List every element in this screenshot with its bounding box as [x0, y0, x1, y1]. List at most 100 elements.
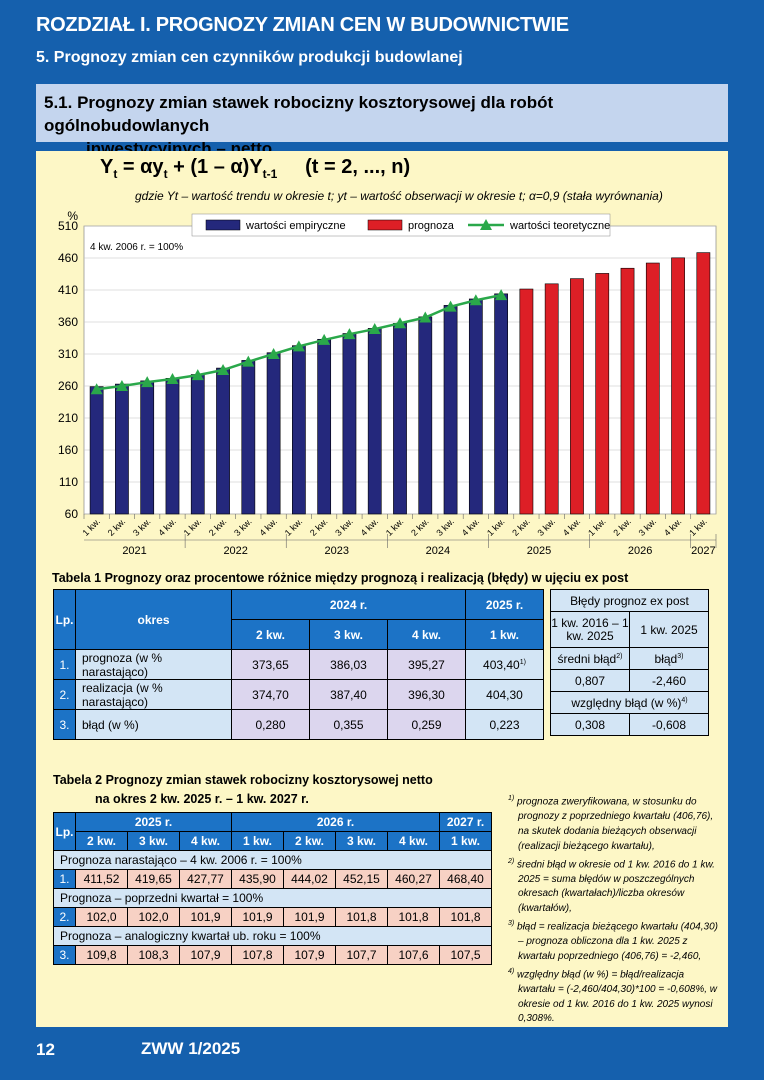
t2-cell: 101,9 — [283, 907, 336, 927]
forecast-bar — [696, 252, 711, 515]
x-tick-label: 3 kw. — [536, 516, 558, 538]
x-tick-label: 3 kw. — [434, 516, 456, 538]
page-number: 12 — [36, 1040, 55, 1059]
year-label: 2023 — [325, 545, 349, 557]
theoretical-point — [166, 372, 179, 384]
legend-marker-theoretical — [480, 219, 492, 230]
t2-cell: 468,40 — [439, 869, 492, 889]
t2-cell: 107,8 — [231, 945, 284, 965]
x-tick-label: 3 kw. — [131, 516, 153, 538]
empirical-bar — [241, 360, 256, 515]
t1-cell: 387,40 — [309, 679, 388, 710]
t2-lp: 3. — [53, 945, 76, 965]
errors-rel-label: względny błąd (w %)4) — [550, 691, 709, 714]
t2-cell: 444,02 — [283, 869, 336, 889]
t1-q: 3 kw. — [309, 619, 388, 650]
forecast-bar — [671, 257, 685, 515]
year-label: 2025 — [527, 545, 551, 557]
y-tick-label: 260 — [58, 379, 78, 393]
theoretical-point — [368, 323, 381, 335]
x-tick-label: 4 kw. — [257, 516, 279, 538]
t2-section-title: Prognoza – analogiczny kwartał ub. roku … — [53, 926, 492, 946]
errors-cell: -2,460 — [629, 669, 709, 692]
table2-title-line2: na okres 2 kw. 2025 r. – 1 kw. 2027 r. — [95, 792, 309, 806]
year-label: 2021 — [122, 545, 146, 557]
empirical-bar — [190, 374, 205, 515]
t2-q: 1 kw. — [439, 831, 492, 851]
table-row: Prognoza narastająco – 4 kw. 2006 r. = 1… — [53, 850, 492, 870]
chapter-title: ROZDZIAŁ I. PROGNOZY ZMIAN CEN W BUDOWNI… — [36, 14, 569, 36]
empirical-bar — [342, 333, 357, 515]
t2-cell: 108,3 — [127, 945, 180, 965]
t1-label: realizacja (w % narastająco) — [75, 679, 232, 710]
theoretical-point — [318, 333, 331, 345]
y-tick-label: 360 — [58, 315, 78, 329]
publication-label: ZWW 1/2025 — [141, 1039, 241, 1058]
x-tick-label: 4 kw. — [156, 516, 178, 538]
t2-year-2025: 2025 r. — [75, 812, 232, 832]
theoretical-point — [242, 355, 255, 367]
x-tick-label: 3 kw. — [333, 516, 355, 538]
forecast-bar — [645, 262, 660, 515]
x-tick-label: 2 kw. — [611, 516, 633, 538]
t2-cell: 101,9 — [179, 907, 232, 927]
t1-lp: 2. — [53, 679, 76, 710]
t2-cell: 107,6 — [387, 945, 440, 965]
t2-lp: 1. — [53, 869, 76, 889]
year-label: 2027 — [691, 545, 715, 557]
x-tick-label: 2 kw. — [409, 516, 431, 538]
footnote: 1) prognoza zweryfikowana, w stosunku do… — [508, 795, 714, 852]
t1-cell: 404,30 — [465, 679, 544, 710]
t2-cell: 107,9 — [179, 945, 232, 965]
t1-cell: 403,401) — [465, 649, 544, 680]
year-label: 2026 — [628, 545, 652, 557]
empirical-bar — [393, 322, 407, 515]
t1-lp-header: Lp. — [53, 589, 76, 650]
t2-cell: 101,8 — [335, 907, 388, 927]
footnote: 2) średni błąd w okresie od 1 kw. 2016 d… — [508, 857, 715, 915]
table2-title: Tabela 2 Prognozy zmian stawek robocizny… — [53, 771, 433, 809]
t2-cell: 102,0 — [75, 907, 128, 927]
t2-q: 2 kw. — [75, 831, 128, 851]
errors-mean-label: średni błąd2) — [550, 647, 630, 670]
t1-cell: 0,259 — [387, 709, 466, 740]
x-tick-label: 4 kw. — [460, 516, 482, 538]
footnote: 4) względny błąd (w %) = błąd/realizacja… — [508, 967, 718, 1025]
t1-cell: 395,27 — [387, 649, 466, 680]
y-axis-label: % — [67, 209, 78, 223]
t1-q: 2 kw. — [231, 619, 310, 650]
section-title: 5. Prognozy zmian cen czynników produkcj… — [36, 49, 463, 66]
legend-label-forecast: prognoza — [408, 220, 455, 232]
x-tick-label: 3 kw. — [637, 516, 659, 538]
table-row: 1. prognoza (w % narastająco) 373,65 386… — [53, 649, 544, 680]
t2-cell: 109,8 — [75, 945, 128, 965]
chart: 60 110 160 210 260 310 360 410 460 510% 4 kw. 2006… — [40, 208, 722, 565]
subsection-title-line1: 5.1. Prognozy zmian stawek robocizny kos… — [44, 93, 554, 135]
t2-cell: 427,77 — [179, 869, 232, 889]
y-tick-label: 310 — [58, 347, 78, 361]
t1-lp: 3. — [53, 709, 76, 740]
x-tick-label: 4 kw. — [662, 516, 684, 538]
table1: Lp. okres 2024 r. 2025 r. 2 kw. 3 kw. 4 … — [53, 589, 544, 740]
base-note: 4 kw. 2006 r. = 100% — [90, 242, 183, 253]
errors-col2: 1 kw. 2025 — [629, 611, 709, 648]
t1-cell: 0,280 — [231, 709, 310, 740]
subsection-box: 5.1. Prognozy zmian stawek robocizny kos… — [36, 84, 728, 158]
theoretical-point — [191, 369, 204, 381]
theoretical-point — [394, 317, 406, 329]
errors-table: Błędy prognoz ex post 1 kw. 2016 – 1 kw.… — [550, 589, 709, 736]
table2: Lp. 2025 r. 2026 r. 2027 r. 2 kw. 3 kw. … — [53, 812, 492, 965]
theoretical-point — [90, 383, 103, 395]
t1-cell: 0,355 — [309, 709, 388, 740]
x-tick-label: 4 kw. — [359, 516, 381, 538]
t2-q: 3 kw. — [335, 831, 388, 851]
t2-lp-header: Lp. — [53, 812, 76, 851]
theoretical-point — [419, 311, 432, 323]
theoretical-point — [115, 380, 128, 391]
formula: Yt = αyt + (1 – α)Yt-1 (t = 2, ..., n) — [100, 156, 411, 181]
t2-lp: 2. — [53, 907, 76, 927]
t1-cell: 396,30 — [387, 679, 466, 710]
y-tick-label: 460 — [58, 251, 78, 265]
theoretical-point — [343, 328, 356, 340]
t2-cell: 452,15 — [335, 869, 388, 889]
